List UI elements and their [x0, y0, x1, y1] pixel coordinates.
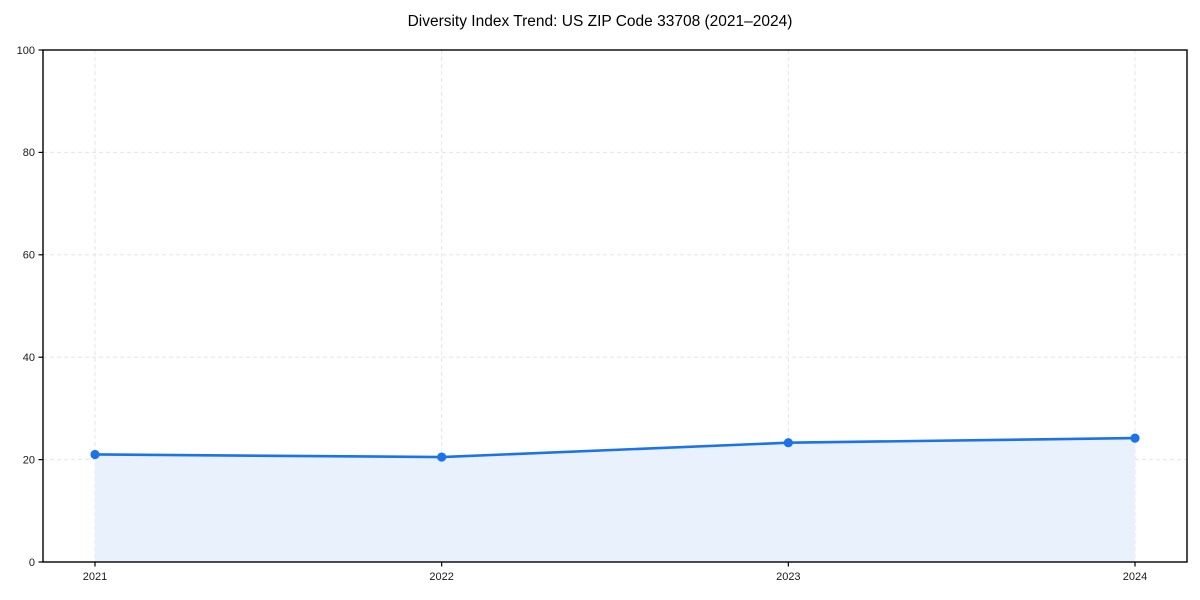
chart-title: Diversity Index Trend: US ZIP Code 33708…	[407, 13, 793, 30]
plot-border	[42, 49, 1188, 563]
y-tick-label: 0	[29, 557, 35, 569]
x-tick-label: 2021	[83, 571, 107, 583]
trend-line	[93, 436, 1137, 459]
y-tick-label: 40	[23, 352, 35, 364]
y-tick-label: 100	[17, 45, 35, 57]
area-fill	[95, 438, 1135, 562]
y-tick-label: 80	[23, 147, 35, 159]
y-tick-label: 20	[23, 454, 35, 466]
y-tick-label: 60	[23, 250, 35, 262]
data-point	[783, 438, 793, 448]
data-point	[1130, 433, 1140, 443]
data-point	[437, 452, 447, 462]
data-point	[90, 449, 100, 460]
x-tick-label: 2023	[776, 571, 800, 583]
x-tick-label: 2024	[1123, 571, 1147, 583]
x-tick-label: 2022	[429, 571, 453, 583]
